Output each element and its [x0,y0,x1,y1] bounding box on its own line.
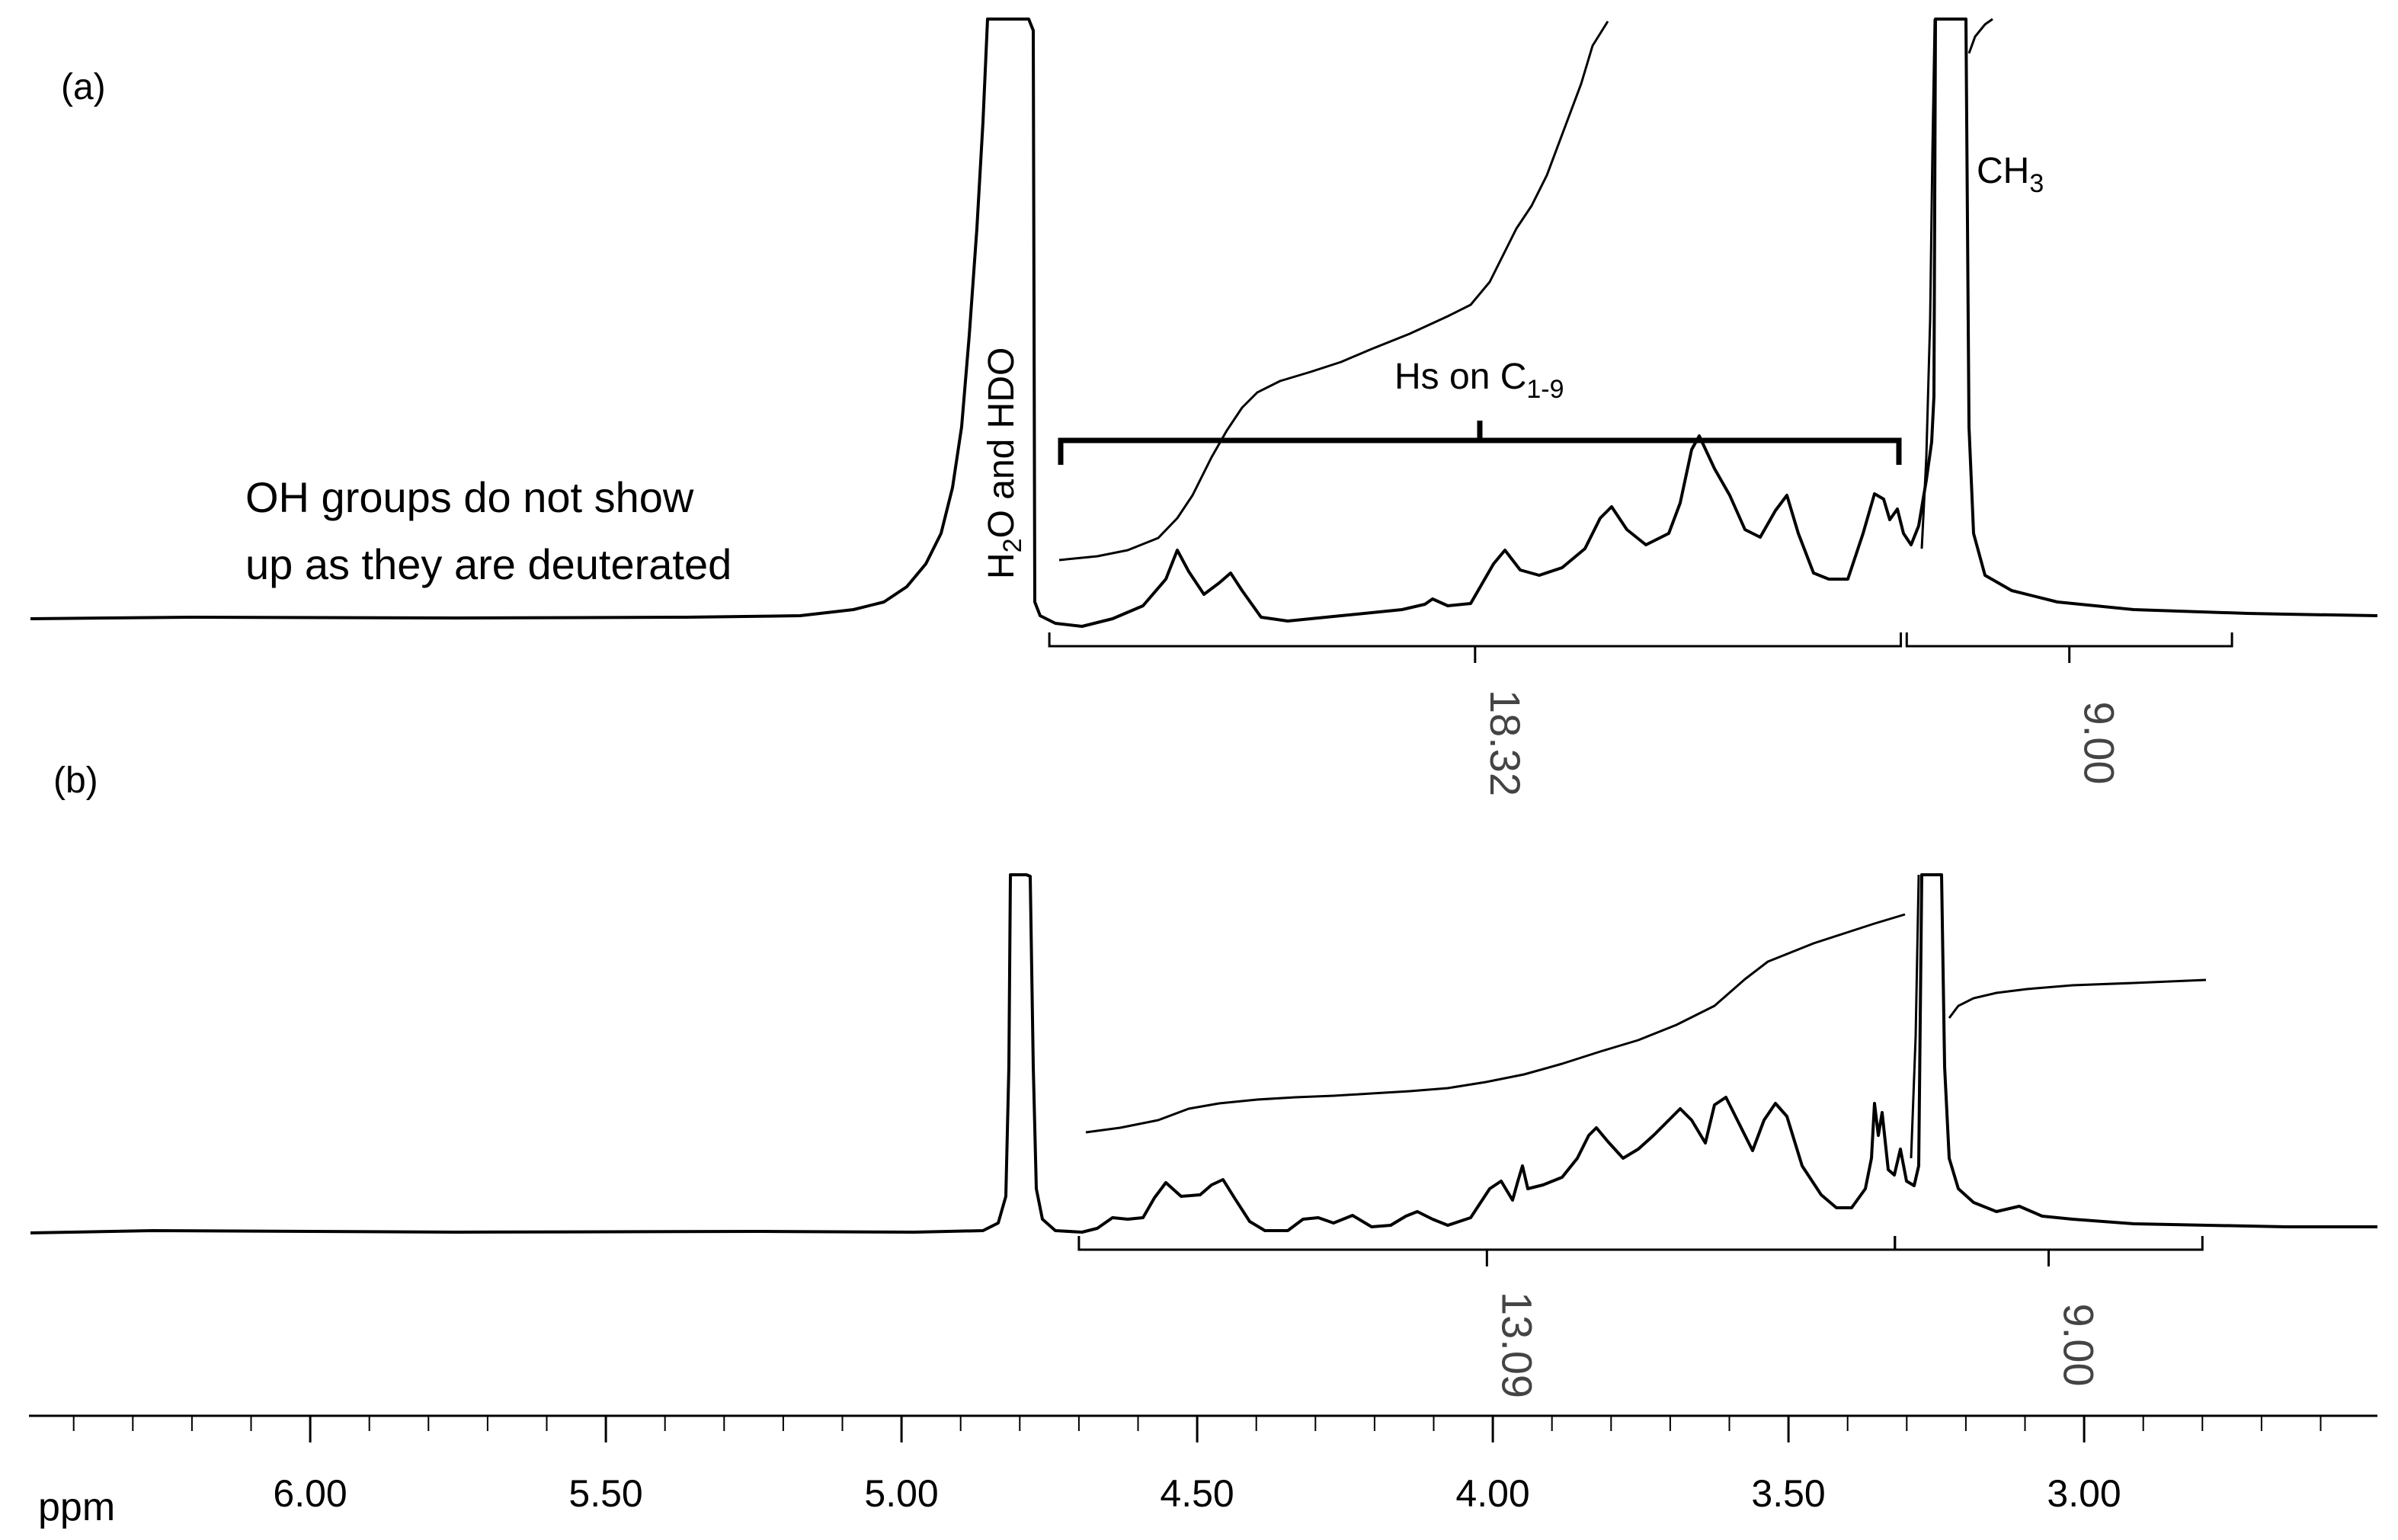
annotation-ring-protons: Hs on C1-9 [1394,357,1564,404]
integral-bar [1894,1236,2204,1251]
panel-a: (a) Hs on C1-9 CH3 OH groups do not show… [30,18,2378,796]
annotation-oh-note: OH groups do not show up as they are deu… [245,473,732,588]
integrals-a: 18.32 9.00 [1048,632,2233,796]
integral-bar [1048,632,1903,648]
axis-tick-label: 5.00 [864,1472,938,1515]
integral-curve-a-methyl [1967,18,1993,54]
integrals-b: 13.09 9.00 [1077,1236,2204,1398]
spectrum-b-trace [30,873,2377,1234]
integral-value-label: 18.32 [1481,690,1529,796]
integral-curve-b [1085,913,1906,1134]
annotation-water-peak: H2O and HDO [981,347,1027,579]
axis-tick-label: 4.00 [1455,1472,1529,1515]
annotation-methyl: CH3 [1977,151,2044,198]
integral-value-label: 9.00 [2055,1304,2103,1387]
integral-bar [1905,632,2233,648]
axis-tick-label: 5.50 [568,1472,642,1515]
panel-a-label: (a) [61,67,106,107]
axis-tick-label: 3.00 [2047,1472,2121,1515]
ppm-axis: 6.00 5.50 5.00 4.50 4.00 3.50 3.00 ppm [29,1414,2377,1529]
axis-unit-label: ppm [38,1485,115,1529]
axis-tick-label: 4.50 [1160,1472,1234,1515]
axis-ticks: 6.00 5.50 5.00 4.50 4.00 3.50 3.00 [72,1416,2322,1515]
axis-tick-label: 6.00 [273,1472,347,1515]
integral-curve-b-methyl [1948,978,2207,1019]
integral-value-label: 13.09 [1493,1292,1541,1398]
panel-b-label: (b) [53,760,98,801]
panel-b: 13.09 9.00 [30,873,2377,1398]
spectrum-a-overlay-trace [1920,18,1936,549]
spectrum-b-overlay-trace [1910,874,1920,1159]
bracket-ring-protons [1058,421,1902,465]
annotation-water-wrap: H2O and HDO [981,347,1027,579]
integral-value-label: 9.00 [2076,702,2124,785]
integral-bar [1077,1236,1897,1251]
integral-curve-a [1058,21,1609,562]
spectrum-a-trace [30,18,2378,628]
axis-tick-label: 3.50 [1751,1472,1825,1515]
